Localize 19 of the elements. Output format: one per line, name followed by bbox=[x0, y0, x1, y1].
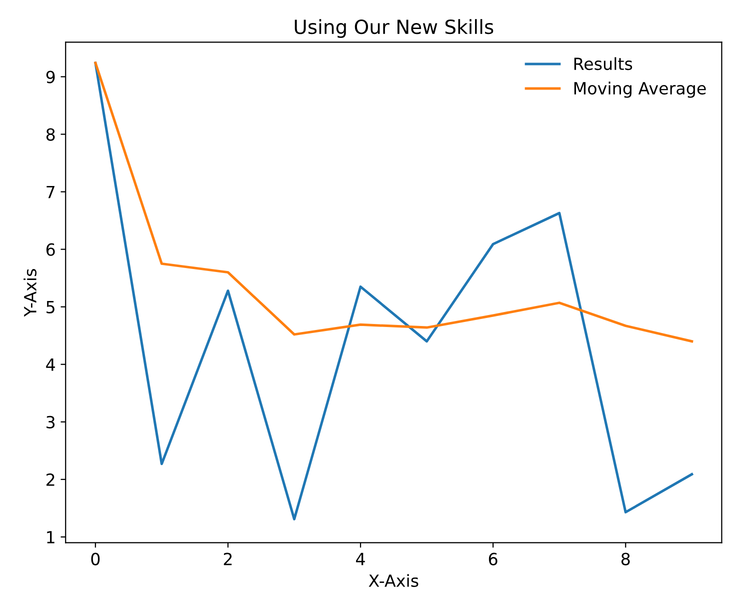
y-axis-title: Y-Axis bbox=[24, 269, 36, 317]
y-tick-label: 2 bbox=[46, 473, 54, 486]
x-tick-label: 8 bbox=[621, 552, 630, 566]
x-axis-title: X-Axis bbox=[368, 574, 418, 588]
y-tick-label: 8 bbox=[46, 128, 55, 141]
legend-label: Results bbox=[574, 57, 632, 70]
x-tick-label: 0 bbox=[91, 552, 100, 566]
x-tick-label: 6 bbox=[488, 552, 498, 566]
legend-label: Moving Average bbox=[574, 82, 706, 98]
y-tick-label: 6 bbox=[46, 243, 55, 256]
y-tick-label: 7 bbox=[46, 186, 54, 198]
y-tick-label: 1 bbox=[47, 531, 54, 544]
y-tick-label: 3 bbox=[46, 416, 55, 428]
x-tick-label: 2 bbox=[224, 552, 232, 566]
y-tick-label: 9 bbox=[46, 70, 55, 84]
chart-title: Using Our New Skills bbox=[294, 19, 494, 38]
y-tick-label: 5 bbox=[46, 301, 54, 314]
x-tick-label: 4 bbox=[356, 552, 365, 566]
y-tick-label: 4 bbox=[46, 358, 55, 371]
